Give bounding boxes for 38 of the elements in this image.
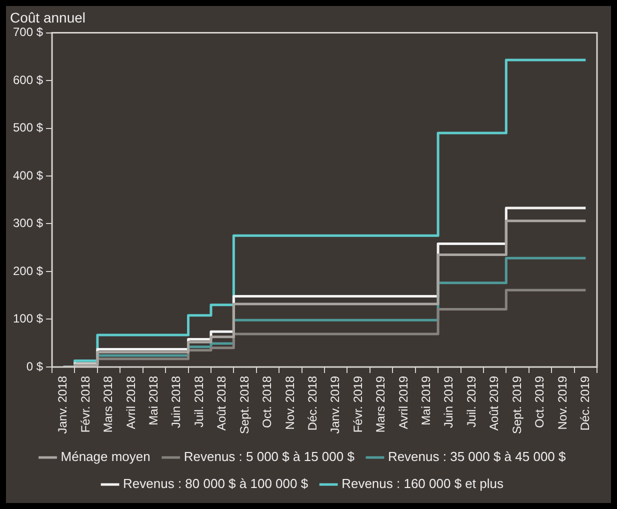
x-tick-label: Nov. 2018 <box>282 376 297 430</box>
x-tick-label: Sept. 2019 <box>510 376 524 434</box>
x-tick-label: Août 2018 <box>214 376 229 431</box>
x-tick-label: Oct. 2018 <box>260 376 274 428</box>
x-tick-label: Juin 2019 <box>442 376 456 428</box>
x-tick-label: Avril 2019 <box>396 376 410 430</box>
x-tick-label: Févr. 2018 <box>78 376 92 433</box>
x-tick-label: Déc. 2019 <box>578 376 592 431</box>
x-tick-label: Nov. 2019 <box>555 376 570 430</box>
legend-label: Revenus : 35 000 $ à 45 000 $ <box>388 449 567 464</box>
x-tick-label: Déc. 2018 <box>305 376 320 431</box>
legend-label: Revenus : 5 000 $ à 15 000 $ <box>184 449 356 464</box>
y-tick-label: 700 $ <box>13 25 44 40</box>
x-tick-label: Sept. 2018 <box>237 376 252 434</box>
y-tick-label: 100 $ <box>13 312 44 326</box>
legend-label: Ménage moyen <box>60 449 150 464</box>
y-axis-title: Coût annuel <box>10 9 86 26</box>
x-tick-label: Oct. 2019 <box>532 376 547 428</box>
x-tick-label: Janv. 2018 <box>56 376 70 434</box>
x-tick-label: Janv. 2019 <box>328 376 342 434</box>
x-tick-label: Mars 2019 <box>374 376 388 433</box>
y-tick-label: 300 $ <box>13 216 44 230</box>
x-tick-label: Avril 2018 <box>124 376 138 430</box>
y-tick-label: 600 $ <box>13 72 44 87</box>
x-tick-label: Juil. 2018 <box>192 376 206 428</box>
y-tick-label: 0 $ <box>26 359 44 374</box>
x-tick-label: Juil. 2019 <box>464 376 478 428</box>
legend-label: Revenus : 160 000 $ et plus <box>342 476 504 492</box>
legend-label: Revenus : 80 000 $ à 100 000 $ <box>123 476 309 492</box>
y-tick-label: 200 $ <box>13 264 44 278</box>
x-tick-label: Août 2019 <box>487 376 502 431</box>
x-tick-label: Févr. 2019 <box>350 376 365 433</box>
x-tick-label: Mai 2018 <box>146 376 161 426</box>
y-tick-label: 500 $ <box>13 120 44 135</box>
x-tick-label: Juin 2018 <box>169 376 184 428</box>
y-tick-label: 400 $ <box>13 168 44 182</box>
x-tick-label: Mai 2019 <box>419 376 434 426</box>
x-tick-label: Mars 2018 <box>101 376 116 433</box>
